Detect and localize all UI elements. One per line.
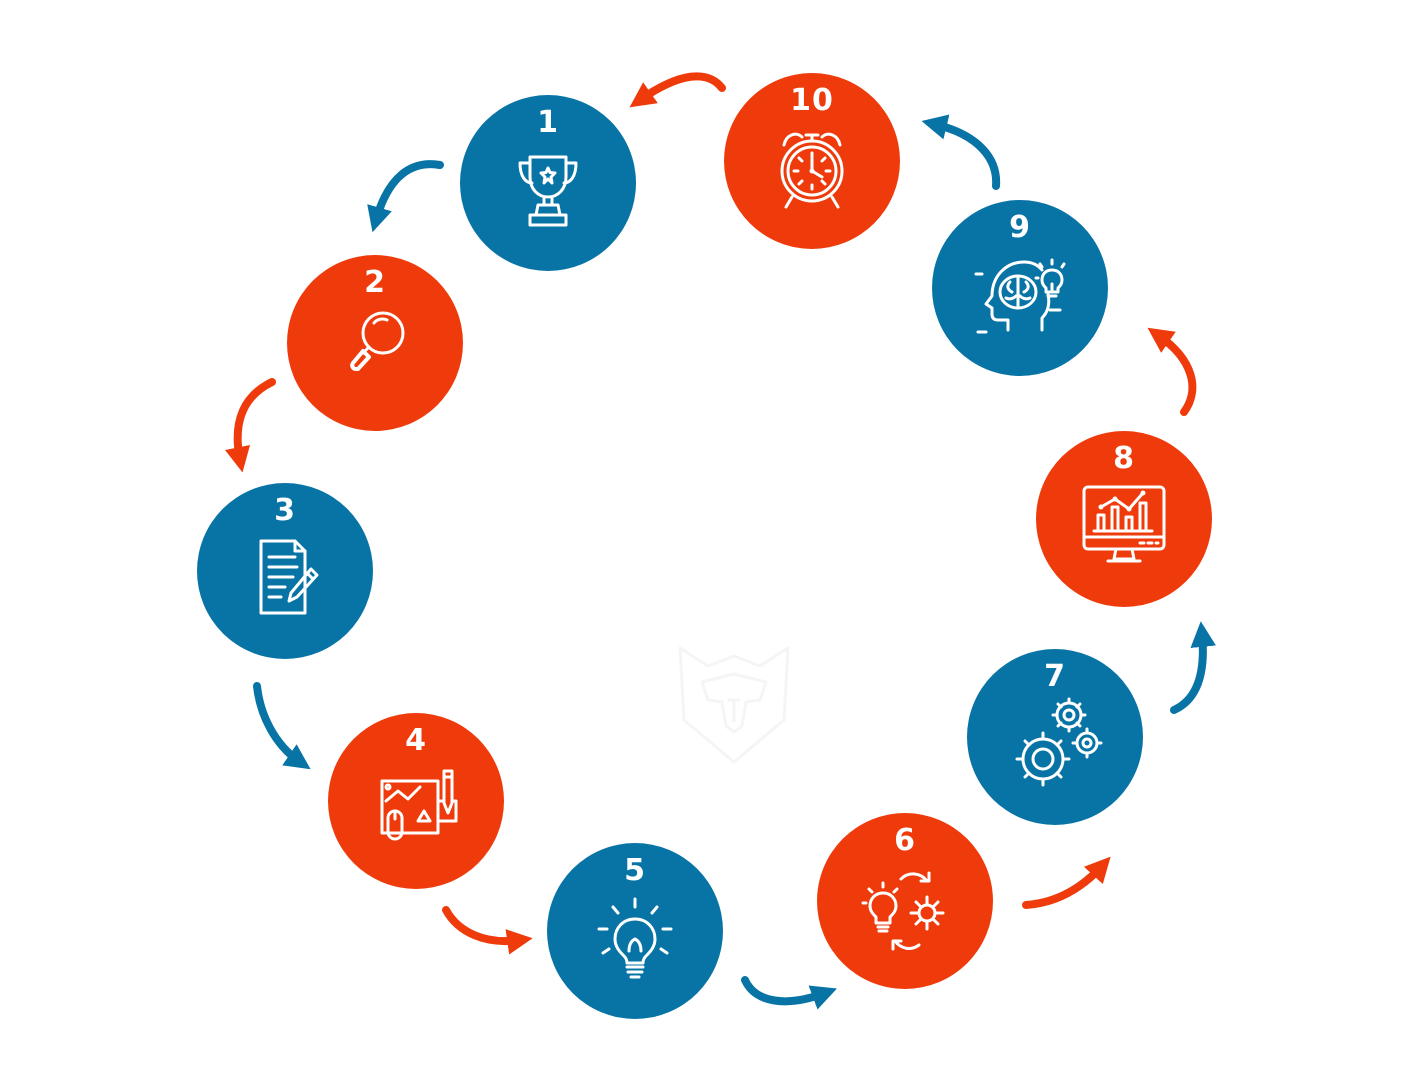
alarm-clock-icon <box>764 121 860 217</box>
step-10-circle: 10 <box>724 73 900 249</box>
shield-logo-icon <box>672 640 796 773</box>
step-2-circle: 2 <box>287 255 463 431</box>
monitor-chart-icon <box>1076 479 1172 575</box>
step-number: 4 <box>405 723 427 758</box>
document-pen-icon <box>237 531 333 627</box>
step-4-circle: 4 <box>328 713 504 889</box>
step-6-circle: 6 <box>817 813 993 989</box>
step-number: 7 <box>1044 659 1066 694</box>
step-9-circle: 9 <box>932 200 1108 376</box>
arrow-5-to-6 <box>741 976 837 1010</box>
idea-gears-cycle-icon <box>857 861 953 957</box>
step-number: 5 <box>624 853 646 888</box>
step-3-circle: 3 <box>197 483 373 659</box>
step-7-circle: 7 <box>967 649 1143 825</box>
arrow-2-to-3 <box>224 378 276 473</box>
trophy-icon <box>500 143 596 239</box>
step-8-circle: 8 <box>1036 431 1212 607</box>
step-number: 3 <box>274 493 296 528</box>
blueprint-design-icon <box>368 761 464 857</box>
arrow-4-to-5 <box>442 906 533 955</box>
arrow-10-to-1 <box>629 72 726 108</box>
arrow-6-to-7 <box>1022 856 1111 909</box>
step-number: 1 <box>537 105 559 140</box>
arrow-1-to-2 <box>367 160 444 233</box>
step-1-circle: 1 <box>460 95 636 271</box>
step-number: 10 <box>790 83 834 118</box>
step-number: 6 <box>894 823 916 858</box>
step-number: 2 <box>364 265 386 300</box>
magnifier-icon <box>327 303 423 399</box>
head-brain-idea-icon <box>972 248 1068 344</box>
step-number: 9 <box>1009 210 1031 245</box>
arrow-7-to-8 <box>1170 621 1216 714</box>
lightbulb-icon <box>587 891 683 987</box>
arrow-8-to-9 <box>1147 327 1197 416</box>
step-5-circle: 5 <box>547 843 723 1019</box>
arrow-3-to-4 <box>253 682 311 770</box>
gears-icon <box>1007 697 1103 793</box>
arrow-9-to-10 <box>921 114 1001 190</box>
step-number: 8 <box>1113 441 1135 476</box>
